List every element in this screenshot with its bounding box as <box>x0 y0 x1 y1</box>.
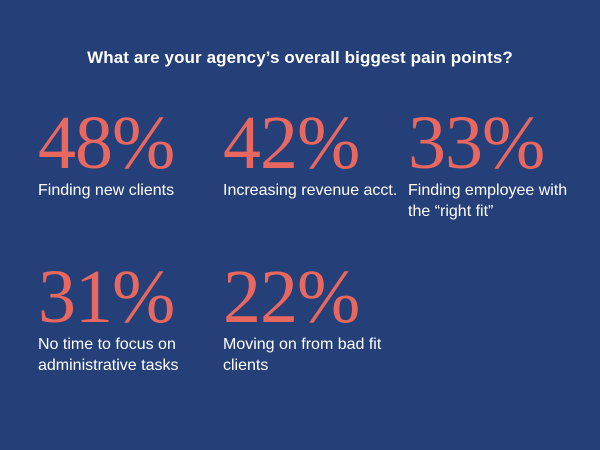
stat-label: Finding employee with the “right fit” <box>408 182 568 220</box>
stat-item: 48% Finding new clients <box>38 101 213 201</box>
stat-label: Moving on from bad fit clients <box>223 336 382 374</box>
stat-value: 22% <box>223 255 360 339</box>
stat-item: 22% Moving on from bad fit clients <box>223 255 398 376</box>
stat-item: 33% Finding employee with the “right fit” <box>408 101 583 222</box>
stat-label: Finding new clients <box>38 182 175 199</box>
stat-value: 42% <box>223 101 360 185</box>
stat-value: 33% <box>408 101 545 185</box>
stat-value: 48% <box>38 101 175 185</box>
stat-item: 42% Increasing revenue acct. <box>223 101 398 201</box>
stat-label: No time to focus on administrative tasks <box>38 336 179 374</box>
stat-value: 31% <box>38 255 175 339</box>
stat-label: Increasing revenue acct. <box>223 182 398 199</box>
chart-title: What are your agency’s overall biggest p… <box>87 48 513 67</box>
stat-item: 31% No time to focus on administrative ta… <box>38 255 213 376</box>
